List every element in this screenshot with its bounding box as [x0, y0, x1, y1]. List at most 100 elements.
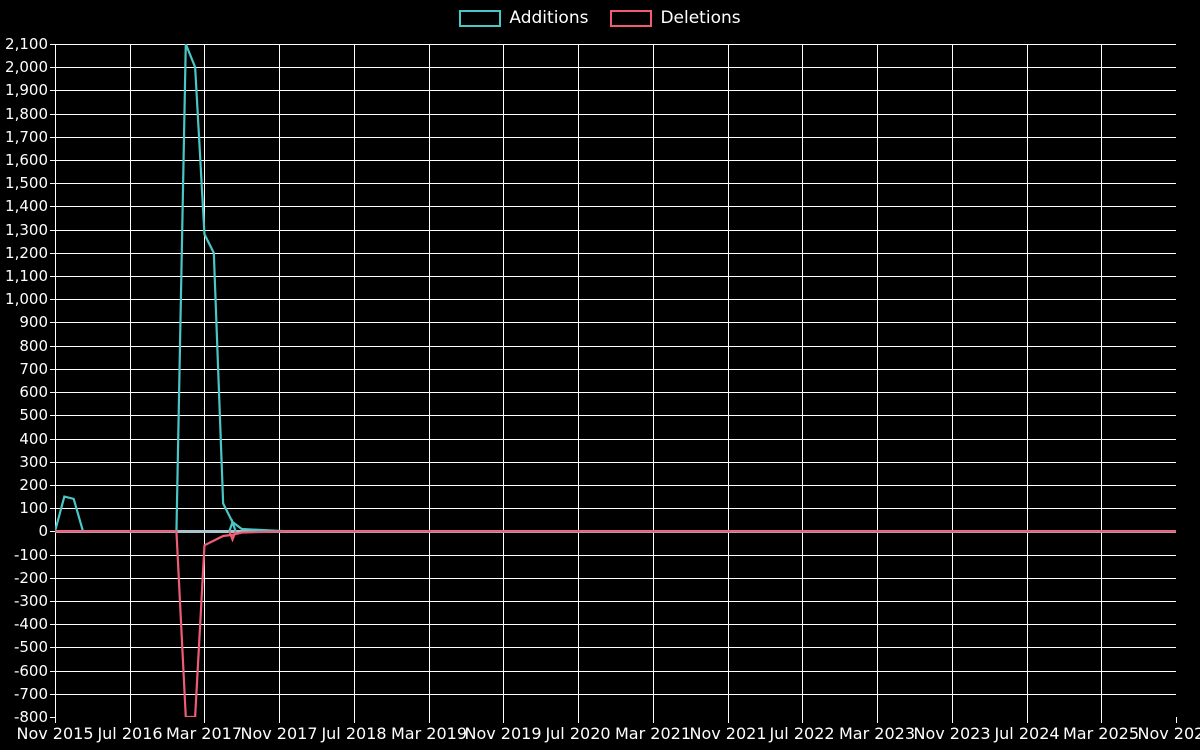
legend-swatch-additions-icon	[459, 9, 502, 27]
x-axis-tick-label: Nov 2015	[16, 724, 94, 743]
legend-swatch-deletions-icon	[610, 9, 653, 27]
gridline-vertical	[354, 44, 355, 717]
x-axis-tick-label: Nov 2023	[913, 724, 991, 743]
x-axis-tick-label: Nov 2025	[1137, 724, 1200, 743]
x-axis-tick-mark	[354, 717, 355, 723]
y-axis-tick-label: 700	[19, 360, 48, 378]
legend-item-deletions[interactable]: Deletions	[610, 7, 741, 28]
x-axis-tick-label: Mar 2025	[1063, 724, 1139, 743]
gridline-horizontal	[55, 647, 1176, 648]
annotation-spike-additions	[228, 518, 237, 532]
gridline-horizontal	[55, 439, 1176, 440]
gridline-horizontal	[55, 415, 1176, 416]
gridline-vertical	[429, 44, 430, 717]
x-axis-tick-label: Mar 2017	[166, 724, 242, 743]
gridline-vertical	[877, 44, 878, 717]
gridline-horizontal	[55, 694, 1176, 695]
y-axis-tick-label: -200	[13, 569, 48, 587]
y-axis-tick-label: 2,000	[5, 58, 48, 76]
series-path-deletions	[55, 530, 1176, 717]
x-axis-tick-label: Nov 2017	[240, 724, 318, 743]
y-axis-tick-label: 0	[38, 522, 48, 540]
x-axis-tick-mark	[55, 717, 56, 723]
y-axis-tick-label: 1,900	[5, 81, 48, 99]
x-axis-tick-label: Mar 2019	[391, 724, 467, 743]
gridline-horizontal	[55, 462, 1176, 463]
x-axis-tick-mark	[802, 717, 803, 723]
gridline-horizontal	[55, 508, 1176, 509]
y-axis-tick-label: 1,100	[5, 267, 48, 285]
gridline-horizontal	[55, 137, 1176, 138]
legend-item-additions[interactable]: Additions	[459, 7, 589, 28]
y-axis-tick-label: 2,100	[5, 35, 48, 53]
y-axis-tick-label: -400	[13, 615, 48, 633]
y-axis-tick-label: 1,400	[5, 197, 48, 215]
x-axis-tick-mark	[952, 717, 953, 723]
annotation-spike-deletions	[228, 530, 237, 543]
y-axis-tick-label: -700	[13, 685, 48, 703]
y-axis-tick-label: -600	[13, 662, 48, 680]
y-axis-tick-label: 800	[19, 337, 48, 355]
y-axis-tick-label: -300	[13, 592, 48, 610]
gridline-horizontal	[55, 392, 1176, 393]
gridline-horizontal	[55, 299, 1176, 300]
plot-clip-region	[55, 44, 1176, 717]
x-axis-tick-label: Jul 2018	[321, 724, 387, 743]
gridline-horizontal	[55, 369, 1176, 370]
gridline-vertical	[130, 44, 131, 717]
x-axis-tick-mark	[1027, 717, 1028, 723]
gridline-horizontal	[55, 114, 1176, 115]
x-axis-tick-label: Jul 2020	[545, 724, 611, 743]
gridline-horizontal	[55, 253, 1176, 254]
y-axis-tick-label: -100	[13, 546, 48, 564]
chart-legend: Additions Deletions	[0, 0, 1200, 36]
gridline-horizontal	[55, 183, 1176, 184]
gridline-horizontal	[55, 206, 1176, 207]
x-axis-tick-label: Mar 2023	[839, 724, 915, 743]
x-axis-tick-mark	[279, 717, 280, 723]
x-axis-tick-label: Nov 2021	[689, 724, 767, 743]
gridline-horizontal	[55, 67, 1176, 68]
x-axis-tick-mark	[503, 717, 504, 723]
y-axis-tick-label: 900	[19, 313, 48, 331]
x-axis-tick-mark	[429, 717, 430, 723]
x-axis-tick-mark	[1176, 717, 1177, 723]
gridline-vertical	[802, 44, 803, 717]
gridline-horizontal	[55, 346, 1176, 347]
gridline-horizontal	[55, 578, 1176, 579]
y-axis-tick-label: 1,700	[5, 128, 48, 146]
gridline-horizontal	[55, 44, 1176, 45]
gridline-vertical	[578, 44, 579, 717]
gridline-horizontal	[55, 160, 1176, 161]
y-axis-tick-label: 600	[19, 383, 48, 401]
y-axis-tick-label: -500	[13, 638, 48, 656]
y-axis-tick-label: 1,500	[5, 174, 48, 192]
x-axis-tick-label: Nov 2019	[464, 724, 542, 743]
series-lines	[55, 44, 1176, 717]
gridline-vertical	[279, 44, 280, 717]
x-axis-tick-label: Mar 2021	[615, 724, 691, 743]
x-axis-tick-mark	[728, 717, 729, 723]
x-axis-tick-mark	[877, 717, 878, 723]
gridline-vertical	[503, 44, 504, 717]
y-axis-tick-label: 300	[19, 453, 48, 471]
y-axis-tick-label: 500	[19, 406, 48, 424]
y-axis-tick-label: -800	[13, 708, 48, 726]
gridline-horizontal	[55, 276, 1176, 277]
gridline-horizontal	[55, 90, 1176, 91]
gridline-vertical	[1027, 44, 1028, 717]
plot-area	[55, 44, 1176, 717]
gridline-horizontal	[55, 555, 1176, 556]
gridline-vertical	[204, 44, 205, 717]
legend-label-deletions: Deletions	[660, 7, 741, 28]
legend-label-additions: Additions	[509, 7, 589, 28]
x-axis-tick-mark	[1101, 717, 1102, 723]
y-axis-tick-label: 1,200	[5, 244, 48, 262]
x-axis-tick-mark	[204, 717, 205, 723]
gridline-vertical	[653, 44, 654, 717]
x-axis-tick-mark	[653, 717, 654, 723]
gridline-horizontal	[55, 624, 1176, 625]
gridline-horizontal	[55, 322, 1176, 323]
y-axis-tick-label: 400	[19, 430, 48, 448]
